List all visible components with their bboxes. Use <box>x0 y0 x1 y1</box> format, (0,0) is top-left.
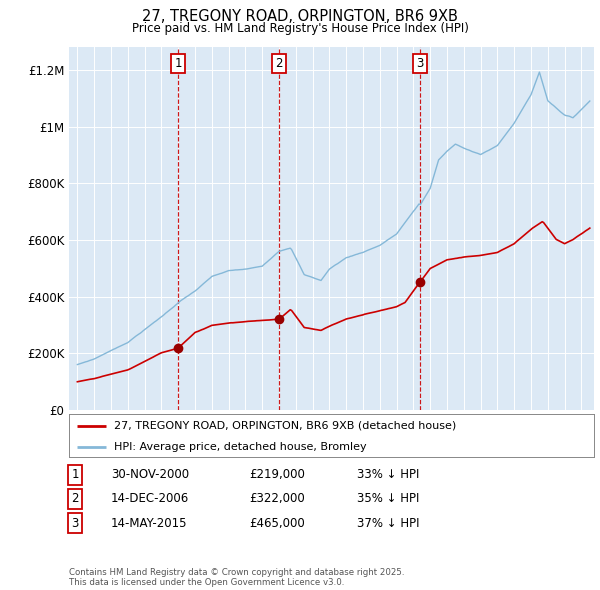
Text: 14-MAY-2015: 14-MAY-2015 <box>111 517 187 530</box>
Text: 33% ↓ HPI: 33% ↓ HPI <box>357 468 419 481</box>
Text: 37% ↓ HPI: 37% ↓ HPI <box>357 517 419 530</box>
Text: Contains HM Land Registry data © Crown copyright and database right 2025.
This d: Contains HM Land Registry data © Crown c… <box>69 568 404 587</box>
Text: £322,000: £322,000 <box>249 492 305 505</box>
Text: £219,000: £219,000 <box>249 468 305 481</box>
Text: 3: 3 <box>416 57 424 70</box>
Text: 1: 1 <box>175 57 182 70</box>
Text: 14-DEC-2006: 14-DEC-2006 <box>111 492 189 505</box>
Text: 2: 2 <box>275 57 283 70</box>
Text: 27, TREGONY ROAD, ORPINGTON, BR6 9XB (detached house): 27, TREGONY ROAD, ORPINGTON, BR6 9XB (de… <box>113 421 456 431</box>
Text: 1: 1 <box>71 468 79 481</box>
Text: 27, TREGONY ROAD, ORPINGTON, BR6 9XB: 27, TREGONY ROAD, ORPINGTON, BR6 9XB <box>142 9 458 24</box>
Text: 30-NOV-2000: 30-NOV-2000 <box>111 468 189 481</box>
Text: HPI: Average price, detached house, Bromley: HPI: Average price, detached house, Brom… <box>113 442 366 453</box>
Text: £465,000: £465,000 <box>249 517 305 530</box>
Text: 35% ↓ HPI: 35% ↓ HPI <box>357 492 419 505</box>
Text: 3: 3 <box>71 517 79 530</box>
Text: 2: 2 <box>71 492 79 505</box>
Text: Price paid vs. HM Land Registry's House Price Index (HPI): Price paid vs. HM Land Registry's House … <box>131 22 469 35</box>
